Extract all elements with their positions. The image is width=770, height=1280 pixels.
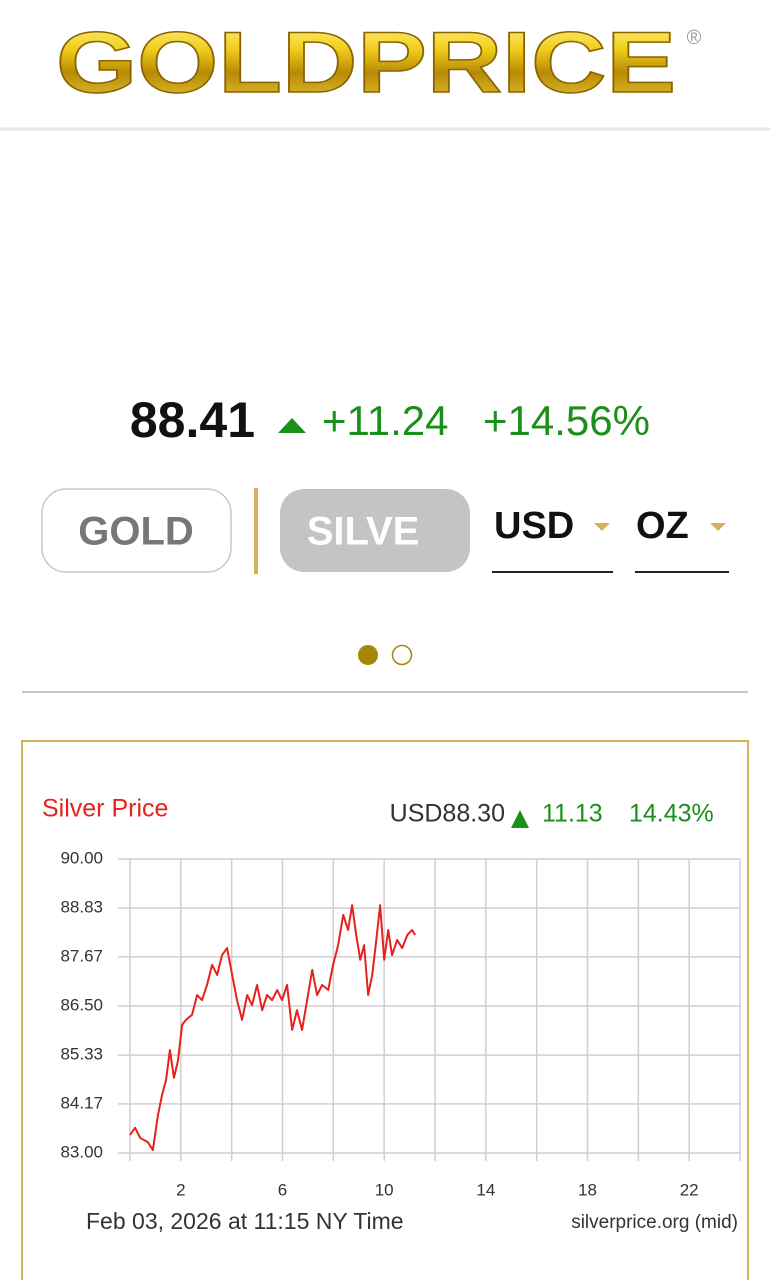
pager-dot[interactable] (391, 644, 413, 666)
x-tick-label: 2 (176, 1180, 185, 1199)
y-tick-label: 86.50 (60, 995, 103, 1014)
unit-select[interactable]: OZ (636, 505, 689, 547)
chart-change-percent: 14.43% (629, 800, 714, 828)
chart-change: 11.13 (542, 800, 603, 828)
y-tick-label: 90.00 (60, 848, 103, 867)
y-tick-label: 88.83 (60, 898, 103, 917)
x-tick-label: 18 (578, 1180, 597, 1199)
x-tick-label: 10 (375, 1180, 394, 1199)
price-line (129, 904, 417, 1152)
unit-caret[interactable] (710, 523, 726, 531)
chart-up-arrow (511, 810, 529, 828)
change-percent: +14.56% (483, 397, 650, 444)
logo[interactable]: GOLDPRICE (55, 14, 677, 112)
chart-price: USD88.30 (390, 800, 505, 828)
change: +11.24 (322, 397, 449, 444)
silver-tab[interactable] (280, 489, 470, 572)
y-tick-label: 84.17 (60, 1093, 103, 1112)
chart-source: silverprice.org (mid) (571, 1212, 738, 1233)
x-tick-label: 22 (680, 1180, 699, 1199)
chart-date: Feb 03, 2026 at 11:15 NY Time (86, 1208, 404, 1234)
y-tick-label: 83.00 (60, 1142, 103, 1161)
gold-tab[interactable] (41, 488, 232, 573)
silver-tab-label[interactable]: SILVE (307, 510, 420, 554)
plot: 90.00 88.83 87.67 86.50 85.33 84.17 83.00 2 6 10 1… (60, 848, 741, 1199)
y-tick-label: 87.67 (60, 946, 103, 965)
tab-divider (254, 488, 258, 574)
up-arrow (278, 418, 306, 433)
pager-dot-active[interactable] (358, 645, 378, 665)
x-tick-label: 6 (278, 1180, 287, 1199)
price: 88.41 (130, 392, 255, 448)
header (0, 0, 770, 128)
x-tick-label: 14 (476, 1180, 495, 1199)
chart-title: Silver Price (42, 795, 168, 823)
currency-caret[interactable] (594, 523, 610, 531)
registered-mark: ® (687, 27, 702, 49)
y-tick-label: 85.33 (60, 1045, 103, 1064)
currency-select[interactable]: USD (494, 505, 574, 547)
gold-tab-label[interactable]: GOLD (78, 510, 194, 554)
